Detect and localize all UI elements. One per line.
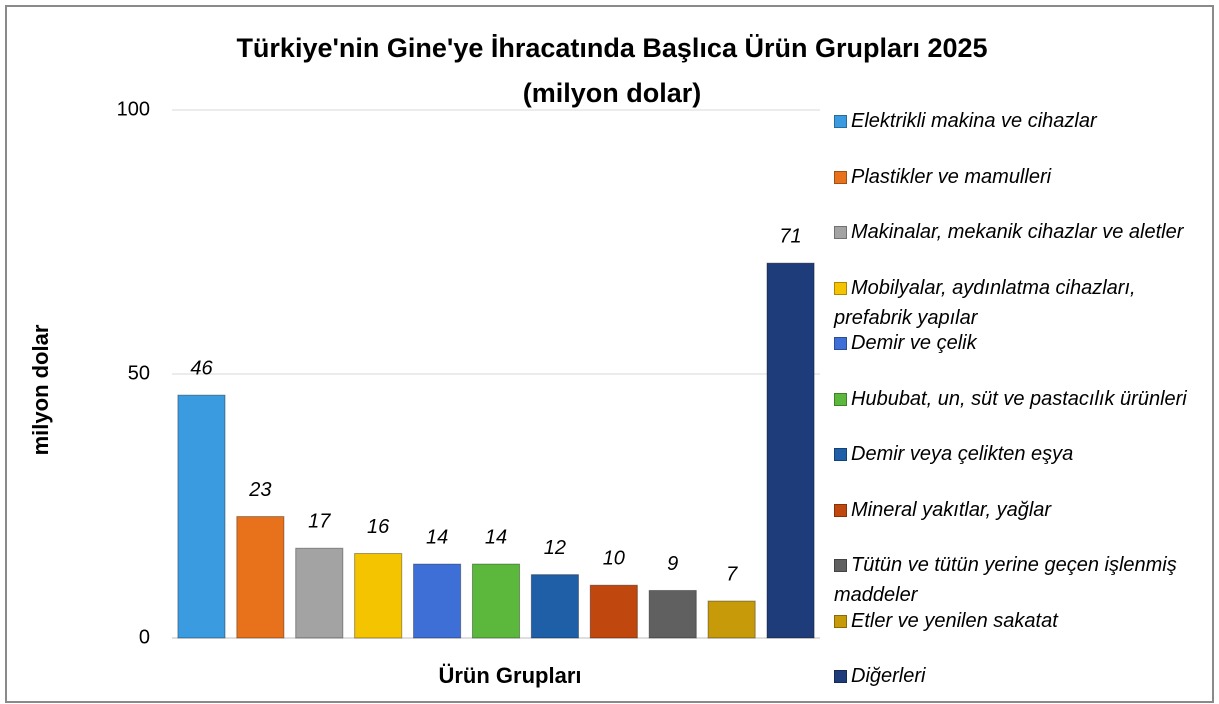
bar	[589, 584, 638, 639]
y-tick-label: 0	[139, 626, 150, 648]
legend-label: Plastikler ve mamulleri	[851, 165, 1052, 188]
legend-swatch	[834, 448, 847, 461]
legend-swatch	[834, 559, 847, 572]
bar	[413, 563, 462, 639]
x-axis-label: Ürün Grupları	[438, 663, 581, 688]
legend-swatch	[834, 337, 847, 350]
legend-label: Diğerleri	[851, 665, 926, 687]
value-label: 71	[779, 225, 801, 247]
legend-item: Hububat, un, süt ve pastacılık ürünleri	[834, 384, 1214, 414]
chart-title: Türkiye'nin Gine'ye İhracatında Başlıca …	[236, 33, 987, 63]
legend-item: Mineral yakıtlar, yağlar	[834, 495, 1214, 525]
legend-item: Diğerleri	[834, 661, 1214, 691]
chart-subtitle: (milyon dolar)	[523, 78, 702, 108]
legend-swatch	[834, 392, 847, 406]
bar	[471, 563, 521, 639]
legend-label: Demir veya çelikten eşya	[851, 443, 1074, 465]
legend-label: Makinalar, mekanik cihazlar ve aletler	[851, 221, 1184, 243]
legend-item: Plastikler ve mamulleri	[834, 162, 1214, 192]
value-label: 46	[190, 357, 213, 379]
legend-swatch	[834, 614, 847, 628]
legend-label: Elektrikli makina ve cihazlar	[851, 110, 1097, 132]
legend-label: Mineral yakıtlar, yağlar	[851, 498, 1052, 521]
value-label: 14	[485, 526, 507, 548]
value-label: 17	[308, 511, 331, 533]
legend-label: Hububat, un, süt ve pastacılık ürünleri	[851, 387, 1187, 410]
legend-item: Tütün ve tütün yerine geçen işlenmiş mad…	[834, 550, 1214, 610]
legend-swatch	[834, 503, 847, 517]
value-label: 7	[726, 563, 738, 585]
value-label: 14	[426, 526, 448, 548]
legend-swatch	[834, 281, 847, 295]
legend-label: Demir ve çelik	[851, 332, 977, 354]
value-label: 10	[603, 547, 625, 569]
legend-item: Elektrikli makina ve cihazlar	[834, 106, 1214, 136]
legend-label: Tütün ve tütün yerine geçen işlenmiş mad…	[834, 554, 1177, 606]
legend-item: Mobilyalar, aydınlatma cihazları, prefab…	[834, 273, 1214, 333]
bar	[354, 553, 403, 639]
bar	[648, 589, 697, 639]
value-label: 12	[544, 537, 566, 559]
legend-swatch	[834, 670, 847, 683]
chart-border	[5, 5, 1214, 703]
legend-swatch	[834, 226, 847, 239]
value-label: 16	[367, 516, 390, 538]
value-label: 23	[248, 479, 271, 501]
bar	[707, 600, 756, 639]
legend-item: Etler ve yenilen sakatat	[834, 606, 1214, 636]
y-tick-label: 100	[117, 98, 150, 120]
bar	[177, 394, 226, 639]
bar	[766, 262, 815, 639]
legend-swatch	[834, 170, 847, 184]
legend-item: Demir veya çelikten eşya	[834, 439, 1214, 469]
legend-swatch	[834, 115, 847, 128]
bar	[295, 547, 344, 639]
legend-label: Etler ve yenilen sakatat	[851, 609, 1058, 632]
legend-item: Demir ve çelik	[834, 328, 1214, 358]
bar	[530, 574, 579, 639]
legend-item: Makinalar, mekanik cihazlar ve aletler	[834, 217, 1214, 247]
bar	[236, 516, 285, 639]
y-tick-label: 50	[128, 362, 150, 384]
y-axis-label: milyon dolar	[28, 324, 53, 455]
value-label: 9	[667, 553, 678, 575]
legend-label: Mobilyalar, aydınlatma cihazları, prefab…	[834, 276, 1136, 329]
